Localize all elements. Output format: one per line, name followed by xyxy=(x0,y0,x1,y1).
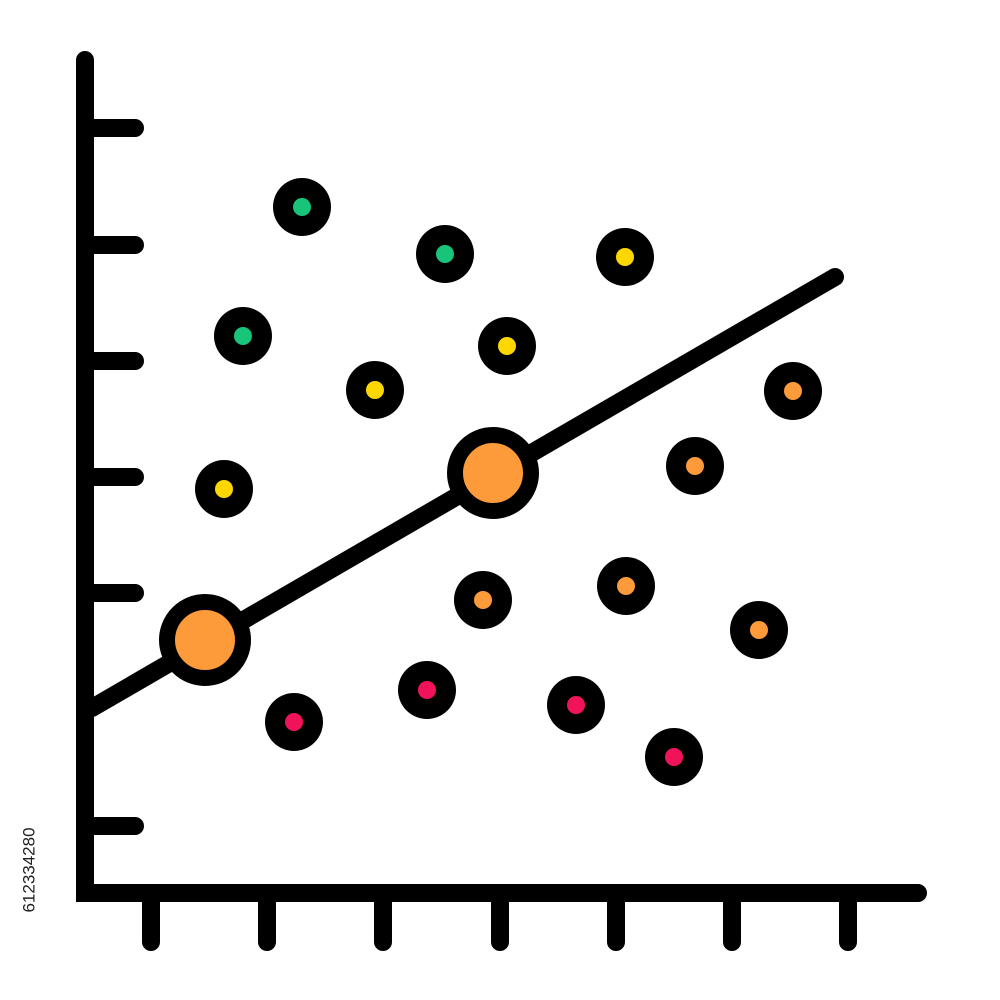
axes xyxy=(76,51,927,951)
points xyxy=(195,178,822,786)
highlight-point xyxy=(159,594,251,686)
highlight-point xyxy=(447,427,539,519)
watermark-id: 612334280 xyxy=(19,827,38,912)
